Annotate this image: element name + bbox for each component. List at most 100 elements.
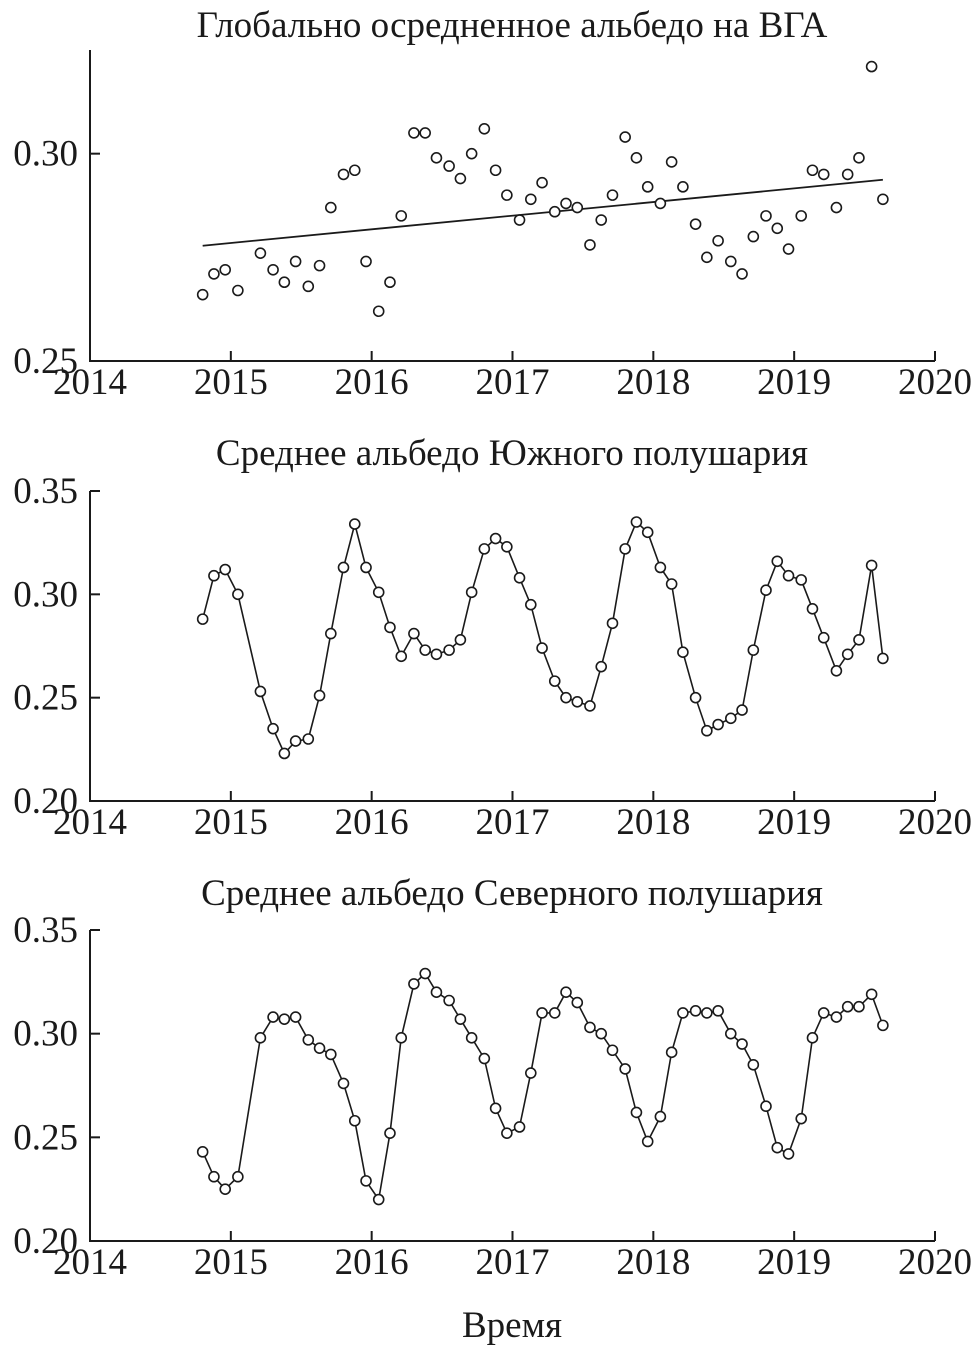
data-point <box>454 172 467 185</box>
data-point <box>254 685 267 698</box>
data-point <box>443 644 455 656</box>
data-point <box>360 561 372 574</box>
data-point <box>208 268 220 280</box>
data-point <box>313 1042 326 1054</box>
data-point <box>372 305 385 318</box>
x-tick-label: 2014 <box>53 1242 127 1283</box>
data-point <box>313 259 326 272</box>
data-point <box>395 1032 408 1044</box>
data-point <box>630 1106 643 1119</box>
x-tick-label: 2017 <box>476 362 550 403</box>
data-point <box>665 156 678 168</box>
data-point <box>360 255 372 268</box>
data-point <box>630 152 643 164</box>
panel-northern-hemisphere-albedo: Среднее альбедо Северного полушария 2014… <box>13 873 972 1283</box>
data-point <box>548 1007 561 1019</box>
data-point <box>724 712 737 725</box>
data-point <box>408 127 420 139</box>
data-point <box>701 251 713 264</box>
data-point <box>736 268 748 280</box>
data-point <box>747 644 760 656</box>
data-point <box>795 574 808 586</box>
data-point <box>712 1005 724 1017</box>
panel-global-albedo: Глобально осредненное альбедо на ВГА 201… <box>13 5 972 403</box>
x-tick-label: 2015 <box>194 362 268 403</box>
data-point <box>501 189 513 201</box>
data-point <box>665 578 678 590</box>
data-point <box>865 60 878 73</box>
data-point <box>760 584 772 597</box>
data-point <box>736 704 748 716</box>
data-point <box>619 543 631 555</box>
x-tick-label: 2020 <box>898 802 972 843</box>
data-point <box>443 160 455 172</box>
x-tick-label: 2018 <box>616 802 690 843</box>
x-tick-label: 2018 <box>616 1242 690 1283</box>
data-point <box>736 1038 748 1050</box>
data-point <box>430 986 443 999</box>
data-point <box>571 996 584 1009</box>
y-tick-label: 0.25 <box>13 1117 78 1158</box>
data-point <box>619 1063 631 1075</box>
data-point <box>254 247 267 259</box>
series-line <box>201 520 884 755</box>
x-tick-label: 2016 <box>335 1242 409 1283</box>
x-tick-label: 2016 <box>335 362 409 403</box>
data-point <box>454 633 467 646</box>
data-point <box>384 621 396 634</box>
data-point <box>689 691 702 704</box>
data-point <box>430 648 443 661</box>
x-tick-label: 2018 <box>616 362 690 403</box>
data-point <box>771 1141 784 1154</box>
data-point <box>830 201 843 214</box>
data-point <box>443 994 455 1007</box>
data-point <box>478 543 491 555</box>
data-point <box>689 218 702 230</box>
data-point <box>571 695 584 708</box>
chart-title: Среднее альбедо Северного полушария <box>201 873 823 914</box>
data-point <box>584 239 596 251</box>
data-point <box>289 1011 302 1023</box>
data-point <box>219 563 231 576</box>
x-tick-label: 2020 <box>898 1242 972 1283</box>
data-point <box>817 631 830 644</box>
data-point <box>853 152 865 164</box>
data-point <box>208 569 220 582</box>
data-point <box>701 1007 713 1019</box>
data-point <box>525 193 537 206</box>
data-point <box>372 586 385 599</box>
data-point <box>641 181 654 193</box>
data-point <box>196 288 209 301</box>
data-point <box>501 540 513 553</box>
data-point <box>278 747 291 760</box>
axes-frame <box>89 491 935 802</box>
data-point <box>219 263 231 276</box>
data-point <box>677 181 689 193</box>
data-point <box>419 127 431 139</box>
data-point <box>219 1183 231 1195</box>
data-point <box>254 1032 267 1044</box>
data-point <box>267 722 279 735</box>
data-point <box>865 988 878 1001</box>
data-point <box>419 967 431 980</box>
data-point <box>782 243 795 255</box>
data-point <box>278 1013 291 1025</box>
data-point <box>641 1135 654 1148</box>
data-point <box>877 652 889 665</box>
data-point <box>806 1032 819 1044</box>
x-tick-label: 2019 <box>757 1242 831 1283</box>
data-point <box>560 986 572 999</box>
data-point <box>302 1034 315 1046</box>
data-point <box>689 1005 702 1017</box>
data-point <box>478 122 491 135</box>
data-point <box>489 1102 502 1115</box>
data-point <box>232 1170 244 1183</box>
data-point <box>817 1007 830 1019</box>
data-point <box>548 205 561 218</box>
series-line <box>201 972 884 1202</box>
data-point <box>325 627 337 640</box>
data-point <box>278 276 291 289</box>
data-point <box>267 263 279 276</box>
data-point <box>454 1013 467 1025</box>
x-tick-label: 2014 <box>53 362 127 403</box>
